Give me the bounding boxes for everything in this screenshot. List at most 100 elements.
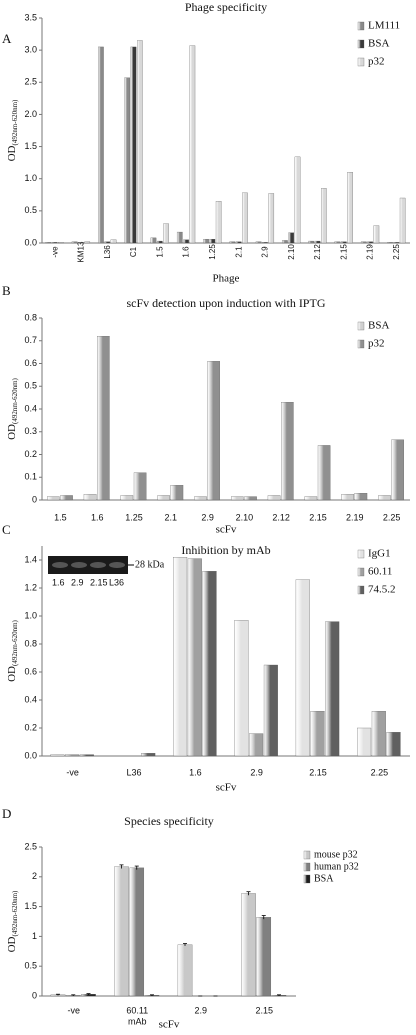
x-axis-label: scFv — [216, 782, 237, 794]
x-tick-label: 2.9 — [194, 1005, 207, 1015]
legend-swatch — [357, 39, 365, 49]
x-tick-label: L36 — [126, 767, 141, 777]
bar — [130, 46, 137, 244]
legend-swatch — [357, 321, 365, 331]
chart-title: Phage specificity — [185, 0, 267, 14]
bar — [308, 240, 314, 244]
bar — [281, 402, 294, 501]
bar — [386, 732, 401, 757]
bar — [262, 242, 268, 244]
y-axis-label: OD(492nm-620nm) — [6, 99, 19, 161]
legend-swatch — [303, 874, 311, 884]
bar — [79, 754, 94, 757]
bar — [156, 240, 163, 244]
x-tick-label: 2.25 — [371, 767, 389, 777]
legend-label: BSA — [368, 38, 389, 50]
bar — [234, 620, 249, 757]
y-tick-label: 0.3 — [24, 426, 37, 436]
x-tick-label: 1.5 — [155, 246, 164, 258]
x-tick-label: 2.9 — [250, 767, 263, 777]
x-tick-label: 2.1 — [234, 246, 243, 258]
x-tick-label: 60.11 — [126, 1005, 148, 1015]
x-tick-label: 1.5 — [54, 512, 67, 522]
legend-label: mouse p32 — [314, 849, 358, 860]
bar — [183, 239, 189, 244]
y-tick-label: 0.8 — [24, 312, 37, 322]
bar — [317, 445, 331, 501]
y-tick-label: 0.2 — [24, 722, 37, 732]
bar — [65, 754, 80, 757]
bar — [367, 241, 373, 244]
bar — [194, 496, 207, 501]
bar — [170, 485, 184, 501]
x-tick-label: 2.10 — [236, 512, 254, 522]
blot-lane-label: L36 — [109, 577, 124, 587]
y-tick-label: 0.8 — [24, 638, 37, 648]
legend-label: 74.5.2 — [368, 584, 396, 596]
x-tick-label: 2.9 — [261, 246, 270, 258]
bar — [114, 866, 129, 997]
bar — [387, 242, 393, 244]
y-tick-label: 2.5 — [24, 77, 37, 87]
bar — [71, 241, 78, 244]
bar — [98, 46, 104, 244]
y-tick-label: 1 — [32, 931, 37, 941]
legend-swatch — [357, 21, 365, 31]
y-tick-label: 0.7 — [24, 335, 37, 345]
chart-title: Inhibition by mAb — [181, 543, 270, 557]
y-tick-label: 1.0 — [24, 173, 37, 183]
y-tick-label: 0 — [32, 494, 37, 504]
legend-label: human p32 — [314, 861, 359, 872]
x-axis-label: scFv — [159, 1019, 180, 1030]
x-tick-label: 2.15 — [309, 767, 327, 777]
bar — [189, 45, 196, 244]
bar — [256, 917, 272, 997]
legend-label: BSA — [368, 320, 389, 332]
bar — [294, 156, 301, 244]
x-tick-label: 2.25 — [392, 244, 401, 260]
legend-label: LM111 — [368, 20, 400, 32]
bar — [334, 241, 341, 244]
bar — [207, 361, 220, 501]
y-axis-label: OD(492nm-620nm) — [6, 619, 19, 681]
bar — [51, 242, 58, 244]
x-tick-label: 2.19 — [346, 512, 364, 522]
y-tick-label: 0.5 — [24, 961, 37, 971]
bar — [263, 664, 278, 757]
x-tick-label: C1 — [129, 246, 138, 257]
bar — [84, 241, 91, 244]
bar — [176, 231, 183, 244]
chart-title: Species specificity — [124, 814, 214, 828]
x-axis-label: scFv — [216, 524, 237, 536]
x-tick-label: 2.10 — [287, 244, 296, 260]
bar — [325, 621, 340, 757]
panel-letter: D — [2, 806, 11, 821]
legend-swatch — [357, 57, 365, 67]
x-tick-label: 2.12 — [272, 512, 290, 522]
x-tick-label: 2.15 — [255, 1005, 273, 1015]
y-tick-label: 2.5 — [24, 841, 37, 851]
bar — [282, 240, 288, 244]
bar — [187, 558, 202, 757]
bar — [244, 496, 257, 501]
bar — [393, 242, 400, 244]
bar — [47, 496, 60, 501]
bar — [231, 496, 244, 501]
bar — [202, 571, 217, 757]
y-tick-label: 0.0 — [24, 237, 37, 247]
bar — [340, 241, 347, 244]
y-axis-label: OD(492nm-620nm) — [6, 890, 19, 952]
y-label-main: OD — [6, 424, 18, 440]
y-tick-label: 0.0 — [24, 750, 37, 760]
x-tick-label: L36 — [103, 245, 112, 259]
legend-swatch — [357, 339, 365, 349]
x-axis-label: Phage — [213, 273, 240, 285]
legend-label: BSA — [314, 873, 334, 884]
y-tick-label: 2.0 — [24, 109, 37, 119]
x-tick-label: -ve — [66, 767, 79, 777]
bar — [83, 494, 97, 501]
bar — [241, 893, 256, 997]
bar — [295, 579, 310, 757]
legend-swatch — [357, 585, 365, 595]
panel-letter: B — [2, 283, 11, 298]
